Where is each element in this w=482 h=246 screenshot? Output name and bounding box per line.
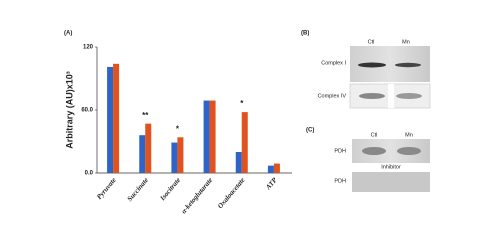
- y-tick-label: 60.0: [81, 108, 93, 114]
- x-tick-label: Isocitrate: [158, 176, 182, 203]
- band: [396, 93, 422, 99]
- band: [362, 147, 386, 155]
- y-tick-label: 0.0: [85, 171, 94, 177]
- row-label: PDH: [334, 148, 346, 154]
- x-tick-label: Succinate: [126, 176, 150, 203]
- bar: [267, 165, 274, 173]
- panel-label: (A): [64, 31, 72, 37]
- x-tick-label: α-ketoglutarate: [180, 176, 215, 215]
- bar: [107, 66, 114, 173]
- note: Inhibitor: [381, 164, 401, 170]
- bar: [113, 63, 120, 173]
- x-tick-label: ATP: [264, 176, 279, 192]
- band: [395, 62, 421, 68]
- blot: [352, 172, 430, 192]
- band: [359, 93, 385, 99]
- row-label: Complex I: [321, 60, 346, 66]
- panel-label: (C): [306, 128, 314, 134]
- row-label: PDH: [334, 178, 346, 184]
- bar: [139, 135, 146, 173]
- bar: [203, 100, 210, 173]
- bar: [273, 163, 280, 173]
- y-tick-label: 120: [83, 45, 94, 51]
- band: [358, 62, 386, 68]
- lane-label: Mn: [402, 39, 410, 45]
- row-label: Complex IV: [318, 93, 347, 99]
- x-tick-label: Pyruvate: [95, 176, 118, 201]
- lane-label: Ctl: [371, 132, 378, 138]
- bar: [209, 100, 216, 173]
- gap: [388, 84, 394, 108]
- bar: [235, 152, 242, 173]
- significance-label: *: [240, 99, 244, 108]
- band: [397, 147, 421, 155]
- bar: [171, 142, 178, 173]
- lane-label: Mn: [405, 132, 413, 138]
- y-axis-label: Arbitrary (AU)x10³: [64, 71, 74, 149]
- lane-label: Ctl: [368, 39, 375, 45]
- x-tick-label: Oxaloacetate: [216, 176, 246, 210]
- significance-label: **: [142, 111, 149, 120]
- significance-label: *: [176, 124, 180, 133]
- bar: [241, 112, 248, 173]
- bar: [145, 123, 152, 173]
- panel-label: (B): [301, 31, 309, 37]
- bar: [177, 137, 184, 173]
